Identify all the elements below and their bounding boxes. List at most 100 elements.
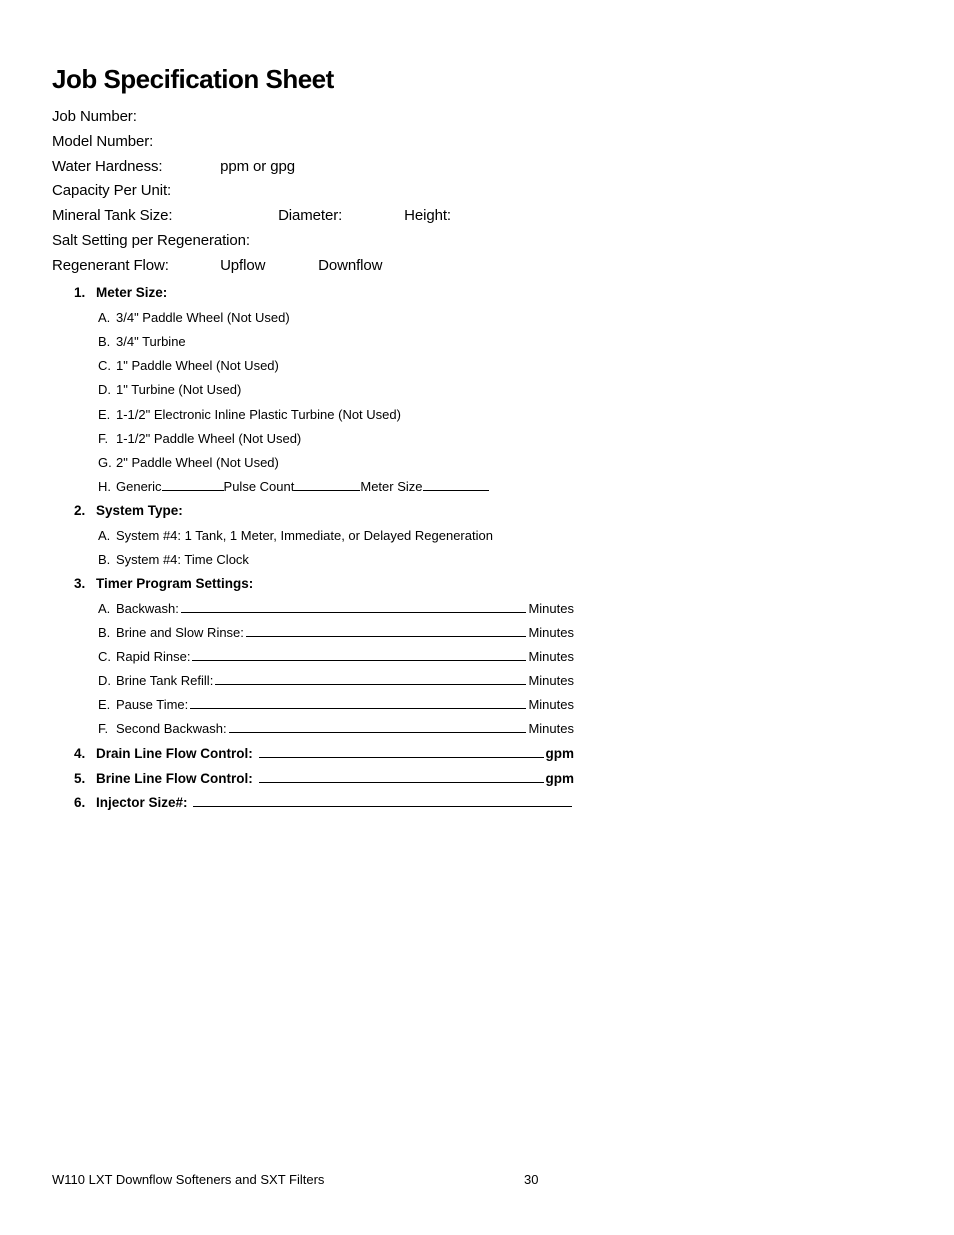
item-letter: A. xyxy=(98,598,110,620)
meter-option-c: C.1" Paddle Wheel (Not Used) xyxy=(116,355,574,377)
item-letter: B. xyxy=(98,331,110,353)
section-drain-line: 4. Drain Line Flow Control: gpm xyxy=(96,743,574,766)
fill-blank[interactable] xyxy=(259,771,544,783)
section-label: Drain Line Flow Control: xyxy=(96,743,253,766)
fill-blank[interactable] xyxy=(192,649,526,661)
item-letter: B. xyxy=(98,622,110,644)
item-text: 1-1/2" Paddle Wheel (Not Used) xyxy=(116,431,301,446)
mineral-tank-row: Mineral Tank Size: Diameter: Height: xyxy=(52,204,902,229)
system-option-a: A.System #4: 1 Tank, 1 Meter, Immediate,… xyxy=(116,525,574,547)
item-unit: Minutes xyxy=(528,598,574,620)
item-letter: A. xyxy=(98,525,110,547)
item-label: Backwash: xyxy=(116,598,179,620)
fill-blank[interactable] xyxy=(193,795,572,807)
fill-blank[interactable] xyxy=(259,746,544,758)
fill-blank[interactable] xyxy=(181,601,527,613)
job-number-row: Job Number: xyxy=(52,105,902,130)
meter-option-e: E.1-1/2" Electronic Inline Plastic Turbi… xyxy=(116,404,574,426)
section-number: 2. xyxy=(74,500,85,523)
pulse-count-blank[interactable] xyxy=(294,479,360,491)
section-system-type: 2. System Type: A.System #4: 1 Tank, 1 M… xyxy=(96,500,574,571)
item-letter: A. xyxy=(98,307,110,329)
item-unit: Minutes xyxy=(528,670,574,692)
item-letter: D. xyxy=(98,379,111,401)
upflow-option: Upflow xyxy=(220,254,314,279)
item-label: Brine Tank Refill: xyxy=(116,670,213,692)
height-label: Height: xyxy=(404,207,451,224)
item-letter: F. xyxy=(98,428,108,450)
item-text: 1" Paddle Wheel (Not Used) xyxy=(116,358,279,373)
item-letter: F. xyxy=(98,718,108,740)
water-hardness-unit: ppm or gpg xyxy=(220,158,295,175)
meter-label: Meter xyxy=(360,479,393,494)
item-letter: E. xyxy=(98,404,110,426)
section-number: 6. xyxy=(74,792,85,815)
fill-blank[interactable] xyxy=(190,697,526,709)
fill-blank[interactable] xyxy=(246,625,527,637)
item-text: 3/4" Turbine xyxy=(116,334,186,349)
generic-label: Generic xyxy=(116,479,162,494)
item-letter: G. xyxy=(98,452,112,474)
section-number: 3. xyxy=(74,573,85,596)
meter-option-d: D.1" Turbine (Not Used) xyxy=(116,379,574,401)
fill-blank[interactable] xyxy=(215,673,526,685)
timer-rapid-rinse: C.Rapid Rinse:Minutes xyxy=(116,646,574,668)
water-hardness-label: Water Hardness: xyxy=(52,155,216,180)
timer-brine-refill: D.Brine Tank Refill:Minutes xyxy=(116,670,574,692)
mineral-tank-label: Mineral Tank Size: xyxy=(52,204,274,229)
meter-size-label: Size xyxy=(397,479,422,494)
item-text: 3/4" Paddle Wheel (Not Used) xyxy=(116,310,290,325)
item-unit: Minutes xyxy=(528,646,574,668)
item-text: System #4: Time Clock xyxy=(116,552,249,567)
meter-option-a: A.3/4" Paddle Wheel (Not Used) xyxy=(116,307,574,329)
meter-option-f: F.1-1/2" Paddle Wheel (Not Used) xyxy=(116,428,574,450)
item-label: Pause Time: xyxy=(116,694,188,716)
pulse-count-label: Pulse Count xyxy=(224,479,295,494)
meter-size-blank[interactable] xyxy=(423,479,489,491)
section-heading: System Type: xyxy=(96,503,183,518)
generic-blank[interactable] xyxy=(162,479,224,491)
section-label: Brine Line Flow Control: xyxy=(96,768,253,791)
item-text: 2" Paddle Wheel (Not Used) xyxy=(116,455,279,470)
item-label: Brine and Slow Rinse: xyxy=(116,622,244,644)
section-label: Injector Size#: xyxy=(96,792,188,815)
diameter-label: Diameter: xyxy=(278,204,400,229)
header-block: Job Number: Model Number: Water Hardness… xyxy=(52,105,902,278)
item-text: System #4: 1 Tank, 1 Meter, Immediate, o… xyxy=(116,528,493,543)
section-meter-size: 1. Meter Size: A.3/4" Paddle Wheel (Not … xyxy=(96,282,574,498)
section-injector-size: 6. Injector Size#: xyxy=(96,792,574,815)
item-unit: Minutes xyxy=(528,718,574,740)
section-timer-settings: 3. Timer Program Settings: A.Backwash:Mi… xyxy=(96,573,574,741)
model-number-row: Model Number: xyxy=(52,130,902,155)
system-option-b: B.System #4: Time Clock xyxy=(116,549,574,571)
section-heading: Meter Size: xyxy=(96,285,167,300)
item-letter: E. xyxy=(98,694,110,716)
regenerant-flow-row: Regenerant Flow: Upflow Downflow xyxy=(52,254,902,279)
water-hardness-row: Water Hardness: ppm or gpg xyxy=(52,155,902,180)
footer-text: W110 LXT Downflow Softeners and SXT Filt… xyxy=(52,1172,324,1187)
page-footer: W110 LXT Downflow Softeners and SXT Filt… xyxy=(52,1172,902,1187)
page-title: Job Specification Sheet xyxy=(52,64,902,95)
item-text: 1" Turbine (Not Used) xyxy=(116,382,241,397)
timer-backwash: A.Backwash:Minutes xyxy=(116,598,574,620)
item-label: Second Backwash: xyxy=(116,718,227,740)
item-letter: D. xyxy=(98,670,111,692)
timer-brine-slow-rinse: B.Brine and Slow Rinse:Minutes xyxy=(116,622,574,644)
downflow-option: Downflow xyxy=(318,257,382,274)
section-heading: Timer Program Settings: xyxy=(96,576,253,591)
section-number: 1. xyxy=(74,282,85,305)
regenerant-flow-label: Regenerant Flow: xyxy=(52,254,216,279)
meter-option-b: B.3/4" Turbine xyxy=(116,331,574,353)
fill-blank[interactable] xyxy=(229,721,527,733)
salt-setting-row: Salt Setting per Regeneration: xyxy=(52,229,902,254)
item-text: 1-1/2" Electronic Inline Plastic Turbine… xyxy=(116,407,401,422)
meter-option-g: G.2" Paddle Wheel (Not Used) xyxy=(116,452,574,474)
timer-pause-time: E.Pause Time:Minutes xyxy=(116,694,574,716)
item-label: Rapid Rinse: xyxy=(116,646,190,668)
section-number: 5. xyxy=(74,768,85,791)
item-unit: Minutes xyxy=(528,694,574,716)
page-number: 30 xyxy=(524,1172,538,1187)
item-letter: H. xyxy=(98,476,111,498)
section-unit: gpm xyxy=(546,743,575,766)
timer-second-backwash: F.Second Backwash:Minutes xyxy=(116,718,574,740)
